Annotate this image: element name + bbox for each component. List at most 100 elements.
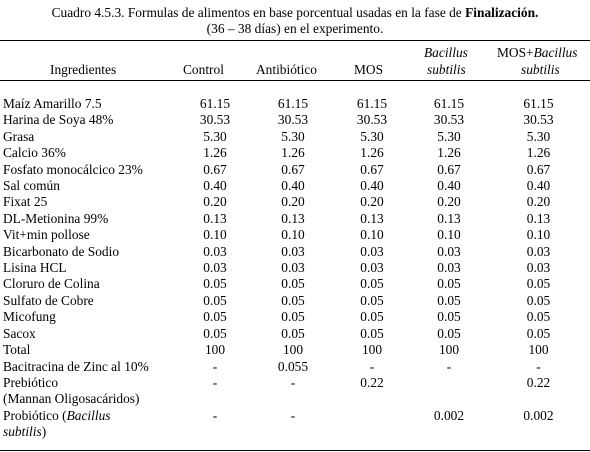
cell-bacillus: 0.67 [437, 161, 461, 177]
row-name: Bacitracina de Zinc al 10% [3, 358, 149, 374]
table-row: Fixat 25 0.20 0.20 0.20 0.20 0.20 [3, 194, 588, 210]
cell-control: 0.40 [203, 178, 227, 194]
cell-antibiotico: - [290, 374, 296, 390]
cell-bacillus: - [446, 358, 452, 374]
cell-control: - [212, 374, 218, 390]
table-row: Fosfato monocálcico 23% 0.67 0.67 0.67 0.67 0… [3, 162, 588, 178]
row-name: Bicarbonato de Sodio [3, 243, 120, 259]
table-row: Micofung 0.05 0.05 0.05 0.05 0.05 [3, 309, 588, 325]
header-bacillus-line1: Bacillus [424, 45, 468, 60]
cell-bacillus: 0.10 [437, 227, 461, 243]
cell-antibiotico: 1.26 [281, 145, 305, 161]
cell-mos: 0.20 [360, 194, 384, 210]
table-row: Calcio 36% 1.26 1.26 1.26 1.26 1.26 [3, 145, 588, 161]
table-row: Sal común 0.40 0.40 0.40 0.40 0.40 [3, 178, 588, 194]
cell-antibiotico: 0.055 [277, 358, 309, 374]
cell-antibiotico: 100 [282, 342, 304, 358]
cell-bacillus: 61.15 [433, 96, 465, 111]
table-row: Grasa 5.30 5.30 5.30 5.30 5.30 [3, 129, 588, 145]
cell-mos-bacillus: 0.13 [526, 210, 551, 226]
cell-mos: 1.26 [360, 145, 384, 161]
header-mos-plus: MOS+ [497, 45, 534, 60]
table-row: Cloruro de Colina 0.05 0.05 0.05 0.05 0.05 [3, 276, 588, 292]
row-name: Harina de Soya 48% [3, 112, 114, 128]
cell-bacillus: 0.05 [437, 292, 461, 308]
cell-bacillus: 0.03 [437, 243, 461, 259]
cell-mos: 0.13 [360, 210, 384, 226]
cell-antibiotico: 0.03 [281, 243, 305, 259]
cell-control: 0.10 [203, 227, 227, 243]
cell-mos: - [369, 358, 375, 374]
cell-mos: 0.05 [360, 276, 384, 292]
header-control: Control [183, 62, 224, 77]
cell-antibiotico: 0.03 [281, 260, 305, 276]
cell-mos-bacillus: 0.40 [526, 178, 551, 194]
cell-bacillus: 0.05 [437, 276, 461, 292]
cell-mos-bacillus: 0.03 [526, 260, 551, 276]
cell-antibiotico: 0.05 [281, 325, 305, 341]
cell-mos: 0.05 [360, 325, 384, 341]
formula-table-body: Maíz Amarillo 7.5 61.15 61.15 61.15 61.15 61.… [3, 96, 588, 375]
cell-bacillus: 1.26 [437, 145, 461, 161]
table-row: Total 100 100 100 100 100 [3, 342, 588, 358]
row-name: Calcio 36% [3, 145, 66, 161]
cell-bacillus: 30.53 [433, 112, 465, 128]
header-mos-bacillus-italic: Bacillus [533, 45, 578, 60]
row-name: Maíz Amarillo 7.5 [3, 96, 102, 111]
table-row-prebiotico-note: (Mannan Oligosacáridos) [3, 391, 588, 407]
cell-mos: 0.40 [360, 178, 384, 194]
cell-antibiotico: 0.67 [281, 161, 305, 177]
cell-mos-bacillus: - [536, 358, 541, 374]
cell-mos-bacillus: 5.30 [526, 128, 551, 144]
caption-line-1: Cuadro 4.5.3. Formulas de alimentos en b… [0, 5, 590, 21]
cell-control: 0.67 [203, 161, 227, 177]
header-mos-bacillus-line1: MOS+Bacillus [497, 45, 577, 60]
row-name-continued: (Mannan Oligosacáridos) [3, 391, 140, 407]
table-row: Lisina HCL 0.03 0.03 0.03 0.03 0.03 [3, 260, 588, 276]
cell-mos: 0.03 [360, 260, 384, 276]
cell-mos [335, 408, 409, 424]
table-row: Bicarbonato de Sodio 0.03 0.03 0.03 0.03 0.03 [3, 244, 588, 260]
table-row: Bacitracina de Zinc al 10% - 0.055 - - - [3, 359, 588, 375]
cell-mos-bacillus: 100 [528, 342, 549, 358]
cell-control: 100 [204, 342, 226, 358]
caption-phase: Finalización. [465, 5, 539, 20]
table-row-probiotico: Probiótico (Bacillus - - 0.002 0.002 [3, 408, 588, 424]
cell-mos: 30.53 [356, 112, 388, 128]
cell-control: 30.53 [199, 112, 231, 128]
cell-bacillus: 0.05 [437, 325, 461, 341]
cell-mos: 0.05 [360, 309, 384, 325]
row-name: Sulfato de Cobre [3, 292, 94, 308]
cell-control: 0.03 [203, 260, 227, 276]
cell-antibiotico: 0.10 [281, 227, 305, 243]
formula-table-extra: Prebiótico - - 0.22 0.22 (Mannan Oligosa… [3, 375, 588, 441]
cell-mos-bacillus: 0.05 [526, 309, 551, 325]
cell-mos-bacillus: 0.05 [526, 276, 551, 292]
cell-bacillus: 5.30 [437, 128, 461, 144]
cell-mos-bacillus: 61.15 [523, 96, 554, 111]
cell-mos-bacillus: 0.05 [526, 292, 551, 308]
cell-mos-bacillus: 0.002 [523, 407, 554, 423]
cell-mos: 61.15 [356, 96, 388, 111]
table-row: Sacox 0.05 0.05 0.05 0.05 0.05 [3, 326, 588, 342]
cell-bacillus: 0.20 [437, 194, 461, 210]
probiotico-species: subtilis [3, 424, 42, 440]
row-name: Cloruro de Colina [3, 276, 100, 292]
cell-mos-bacillus: 0.05 [526, 325, 551, 341]
cell-mos-bacillus: 0.20 [526, 194, 551, 210]
cell-mos: 0.67 [360, 161, 384, 177]
probiotico-label: Probiótico ( [3, 407, 67, 423]
cell-control: 61.15 [199, 96, 231, 111]
cell-control: 0.05 [203, 292, 227, 308]
table-caption: Cuadro 4.5.3. Formulas de alimentos en b… [0, 0, 590, 37]
table-row-probiotico-note: subtilis) [3, 424, 588, 440]
cell-antibiotico: 0.40 [281, 178, 305, 194]
cell-mos-bacillus: 30.53 [523, 112, 554, 128]
cell-mos: 100 [361, 342, 383, 358]
cell-mos: 0.22 [360, 374, 384, 390]
header-bacillus-line2: subtilis [427, 62, 466, 77]
cell-mos: 0.10 [360, 227, 384, 243]
cell-mos-bacillus: 0.67 [526, 161, 551, 177]
row-name: DL-Metionina 99% [3, 210, 109, 226]
cell-antibiotico: - [290, 407, 296, 423]
